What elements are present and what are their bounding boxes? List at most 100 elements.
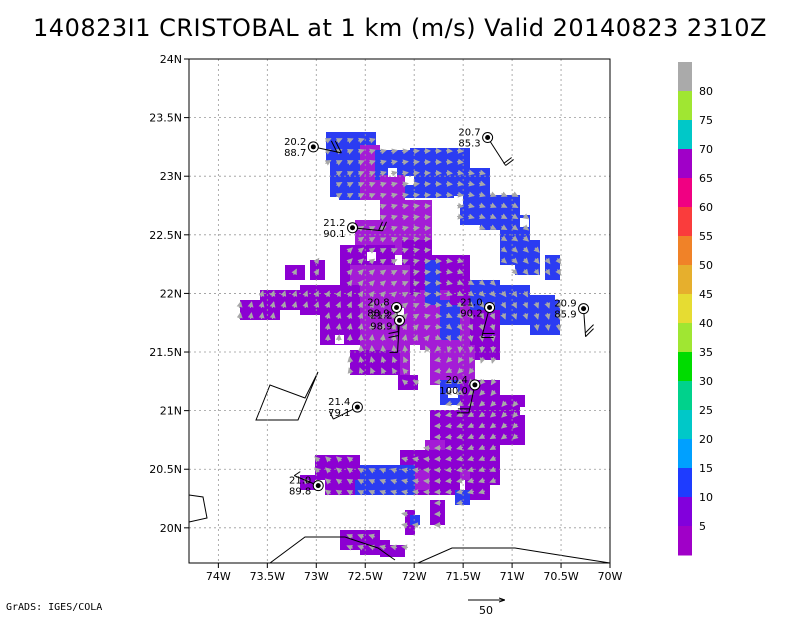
wind-vector xyxy=(247,312,254,320)
observation-label-a: 21.2 xyxy=(323,218,345,229)
wind-barb xyxy=(388,334,399,338)
colorbar-segment xyxy=(678,439,692,469)
colorbar-segment xyxy=(678,178,692,208)
wind-vector xyxy=(346,545,354,551)
wind-vector xyxy=(401,334,408,342)
wind-vector xyxy=(533,323,540,331)
wind-vector xyxy=(522,312,529,320)
wind-speed-cell xyxy=(315,455,360,480)
wind-vector xyxy=(346,137,354,144)
wind-vector xyxy=(511,268,518,275)
wind-vector xyxy=(544,301,551,309)
wind-barb xyxy=(382,221,387,231)
observation-label-a: 20.2 xyxy=(284,137,306,148)
wind-vector xyxy=(379,237,387,243)
wind-vector xyxy=(434,345,442,352)
wind-vector xyxy=(445,400,453,407)
wind-vector xyxy=(489,290,496,298)
station-dot xyxy=(310,144,316,150)
wind-vector xyxy=(479,345,486,353)
wind-vector xyxy=(489,323,496,331)
wind-vector xyxy=(380,356,387,364)
wind-vector xyxy=(456,378,464,385)
wind-vector xyxy=(445,411,453,418)
wind-vector xyxy=(314,456,321,463)
colorbar-label: 40 xyxy=(699,317,713,330)
wind-vector xyxy=(511,246,519,253)
wind-vector xyxy=(390,489,398,496)
wind-vector xyxy=(390,225,398,232)
wind-vector xyxy=(512,400,519,408)
y-tick-label: 23.5N xyxy=(149,112,182,125)
colorbar-label: 30 xyxy=(699,375,713,388)
wind-barb xyxy=(505,159,514,166)
y-tick-label: 20N xyxy=(160,522,182,535)
colorbar-label: 80 xyxy=(699,85,713,98)
wind-vector xyxy=(500,301,507,309)
wind-vector xyxy=(511,433,519,440)
wind-vector xyxy=(434,312,442,319)
wind-vector xyxy=(511,213,519,220)
wind-vector xyxy=(456,180,464,187)
wind-vector xyxy=(335,467,343,474)
wind-vector xyxy=(379,192,387,199)
wind-vector xyxy=(456,477,464,484)
observation-label-a: 21.4 xyxy=(328,397,350,408)
wind-vector xyxy=(489,444,497,450)
wind-vector xyxy=(446,356,453,363)
wind-barb xyxy=(503,157,512,164)
wind-vector xyxy=(357,544,365,551)
wind-vector xyxy=(467,290,475,297)
wind-vector xyxy=(467,169,475,176)
wind-vector xyxy=(456,169,464,176)
wind-vector xyxy=(324,301,331,309)
y-tick-label: 23N xyxy=(160,170,182,183)
axis-ticks: 74W 73.5W 73W 72.5W 72W 71.5W 71W 70.5W 70W 20N 20… xyxy=(149,53,622,583)
observation-label-a: 20.8 xyxy=(367,297,389,308)
wind-vector xyxy=(335,192,343,199)
wind-vector xyxy=(467,279,475,286)
wind-vector xyxy=(391,356,398,364)
wind-vector xyxy=(324,138,332,144)
wind-vector xyxy=(478,455,486,462)
observation-label-a: 20.7 xyxy=(458,128,480,139)
wind-vector xyxy=(467,334,474,342)
wind-vector xyxy=(467,488,475,495)
observation-station: 21.298.9 xyxy=(370,310,405,353)
coastline xyxy=(189,494,208,523)
wind-vector xyxy=(445,191,453,198)
observation-label-b: 100.0 xyxy=(439,386,468,397)
wind-vector xyxy=(434,334,442,340)
wind-vector xyxy=(478,169,486,176)
wind-vector xyxy=(335,160,343,166)
wind-vector xyxy=(313,268,320,276)
wind-vector xyxy=(390,248,398,254)
wind-vector xyxy=(511,191,519,197)
wind-vector xyxy=(425,345,431,353)
colorbar-segment xyxy=(678,526,692,556)
wind-vector xyxy=(357,323,364,331)
wind-vector xyxy=(467,323,473,331)
wind-vector xyxy=(522,268,529,276)
wind-vector xyxy=(269,312,276,320)
wind-vector xyxy=(401,247,409,254)
wind-vector xyxy=(489,477,497,483)
wind-vector xyxy=(346,467,354,474)
wind-vector xyxy=(401,291,409,298)
colorbar-label: 20 xyxy=(699,433,713,446)
wind-vector xyxy=(412,269,420,276)
wind-vector xyxy=(402,345,409,353)
wind-vector xyxy=(368,490,376,496)
wind-vector xyxy=(335,171,343,177)
colorbar-label: 45 xyxy=(699,288,713,301)
wind-vector xyxy=(381,367,387,375)
observation-station: 20.985.9 xyxy=(554,299,594,338)
colorbar-label: 60 xyxy=(699,201,713,214)
wind-vector xyxy=(401,456,409,463)
wind-vector xyxy=(434,367,442,374)
wind-vector xyxy=(412,489,420,496)
wind-vector xyxy=(456,257,464,264)
x-tick-label: 73.5W xyxy=(250,570,285,583)
wind-vector xyxy=(456,334,463,342)
coastline xyxy=(255,371,319,421)
